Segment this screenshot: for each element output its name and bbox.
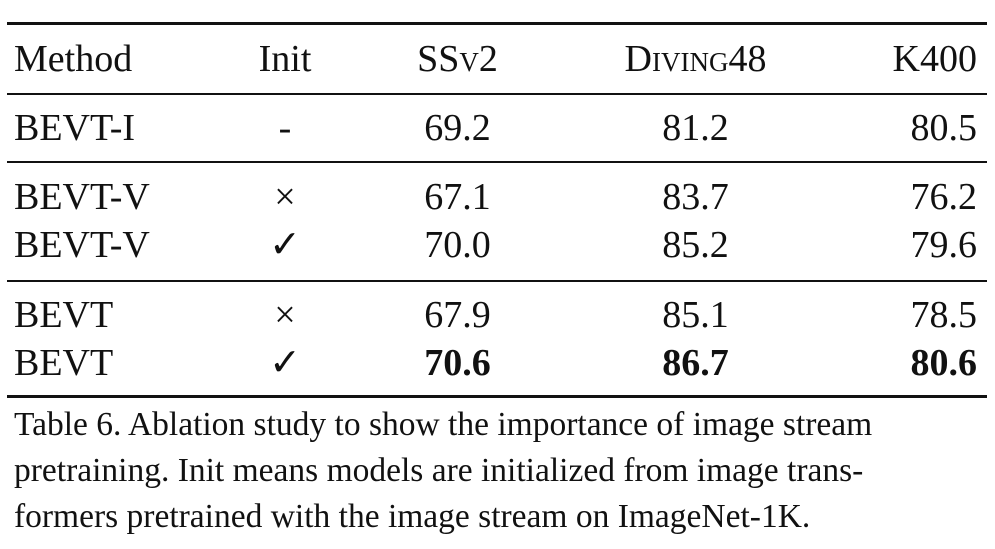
cell-method: BEVT-V (14, 176, 150, 218)
cell-init: × (274, 294, 296, 336)
cell-method: BEVT (14, 342, 114, 384)
caption-line: formers pretrained with the image stream… (14, 498, 811, 535)
cell-k400: 76.2 (910, 176, 978, 218)
table-top-rule (7, 22, 987, 25)
cell-ssv2: 67.1 (424, 176, 491, 218)
cell-diving48: 85.1 (662, 294, 729, 336)
cell-k400: 78.5 (910, 294, 978, 336)
cell-init: ✓ (269, 342, 301, 384)
cell-ssv2: 67.9 (424, 294, 491, 336)
cell-k400-best: 80.6 (910, 342, 978, 384)
table-row: BEVT-V × 67.1 83.7 76.2 (0, 173, 995, 221)
cell-ssv2: 69.2 (424, 107, 491, 149)
header-rule (7, 93, 987, 95)
cell-method: BEVT (14, 294, 114, 336)
table-row: BEVT-V ✓ 70.0 85.2 79.6 (0, 221, 995, 269)
caption-line: Table 6. Ablation study to show the impo… (14, 406, 873, 443)
table-row: BEVT-I - 69.2 81.2 80.5 (0, 104, 995, 152)
cell-ssv2-best: 70.6 (424, 342, 491, 384)
group-rule (7, 280, 987, 282)
cell-diving48-best: 86.7 (662, 342, 729, 384)
table-bottom-rule (7, 395, 987, 398)
cell-diving48: 83.7 (662, 176, 729, 218)
table-row: BEVT ✓ 70.6 86.7 80.6 (0, 339, 995, 387)
cell-ssv2: 70.0 (424, 224, 491, 266)
header-ssv2: SSv2 (417, 38, 498, 80)
cell-method: BEVT-I (14, 107, 136, 149)
cell-method: BEVT-V (14, 224, 150, 266)
header-k400: K400 (892, 38, 977, 80)
cell-k400: 79.6 (910, 224, 978, 266)
cell-k400: 80.5 (910, 107, 978, 149)
header-diving48: Diving48 (624, 38, 767, 80)
cell-diving48: 85.2 (662, 224, 729, 266)
cell-init: × (274, 176, 296, 218)
group-rule (7, 161, 987, 163)
table-header-row: Method Init SSv2 Diving48 K400 (0, 35, 995, 83)
cell-init: - (278, 107, 292, 149)
table-caption: Table 6. Ablation study to show the impo… (14, 402, 982, 540)
cell-init: ✓ (269, 224, 301, 266)
header-method: Method (14, 38, 133, 80)
header-init: Init (258, 38, 312, 80)
table-row: BEVT × 67.9 85.1 78.5 (0, 291, 995, 339)
caption-line: pretraining. Init means models are initi… (14, 452, 864, 489)
cell-diving48: 81.2 (662, 107, 729, 149)
